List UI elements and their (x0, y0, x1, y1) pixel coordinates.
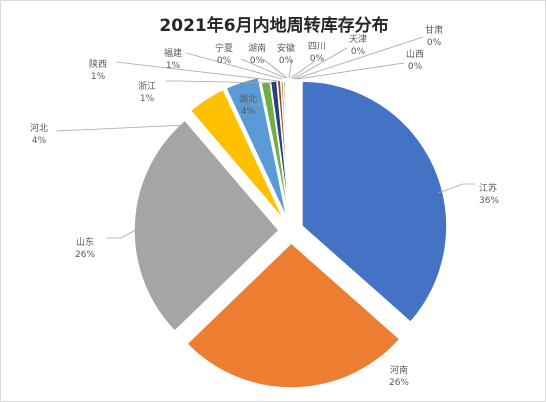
slice-percent-label-13: 0% (351, 47, 366, 57)
leader-line-11 (288, 58, 293, 79)
slice-name-label-7: 陕西 (89, 58, 107, 70)
slice-name-label-6: 浙江 (138, 80, 156, 92)
leader-line-7 (115, 61, 280, 82)
leader-line-14 (294, 36, 424, 80)
slice-name-label-5: 湖北 (239, 94, 257, 105)
slice-name-label-14: 甘肃 (425, 24, 443, 36)
slice-name-label-15: 山西 (406, 49, 424, 60)
slice-percent-label-11: 0% (279, 56, 294, 66)
pie-slice-1 (301, 80, 448, 324)
leader-line-8 (185, 52, 283, 80)
pie-slice-2 (185, 241, 401, 389)
slice-name-label-1: 江苏 (479, 182, 497, 194)
slice-percent-label-7: 1% (91, 72, 106, 82)
slice-percent-label-15: 0% (408, 62, 423, 72)
leader-line-6 (166, 80, 272, 84)
leader-line-12 (290, 60, 316, 79)
slice-percent-label-4: 4% (32, 136, 47, 146)
slice-name-label-4: 河北 (30, 122, 48, 134)
slice-name-label-2: 河南 (390, 364, 408, 376)
slice-name-label-10: 湖南 (248, 42, 266, 54)
slice-percent-label-14: 0% (427, 38, 442, 48)
leader-line-9 (240, 58, 286, 79)
slice-percent-label-2: 26% (389, 378, 409, 388)
slice-percent-label-9: 0% (217, 56, 232, 66)
slice-name-label-13: 天津 (349, 34, 367, 45)
chart-title: 2021年6月内地周转库存分布 (159, 16, 389, 36)
slice-percent-label-10: 0% (250, 56, 265, 66)
slice-percent-label-1: 36% (479, 196, 499, 206)
slice-name-label-8: 福建 (164, 47, 182, 59)
leader-line-13 (292, 47, 348, 80)
slice-percent-label-5: 4% (241, 107, 256, 117)
slice-name-label-12: 四川 (308, 42, 326, 52)
leader-line-1 (437, 183, 475, 194)
slice-name-label-9: 宁夏 (215, 42, 233, 54)
slice-percent-label-3: 26% (75, 250, 95, 260)
leader-line-15 (296, 62, 405, 80)
slice-percent-label-8: 1% (166, 61, 181, 71)
leader-line-4 (55, 124, 189, 132)
pie-slice-5 (224, 76, 288, 220)
leader-line-10 (262, 58, 288, 79)
slice-name-label-3: 山东 (76, 236, 94, 248)
pie-slice-3 (133, 119, 281, 333)
pie-slice-4 (189, 88, 286, 222)
pie-slice-15 (289, 80, 292, 227)
slice-percent-label-6: 1% (140, 94, 155, 104)
slice-percent-label-12: 0% (310, 54, 325, 64)
slice-name-label-11: 安徽 (277, 42, 295, 54)
leader-line-3 (106, 224, 146, 239)
